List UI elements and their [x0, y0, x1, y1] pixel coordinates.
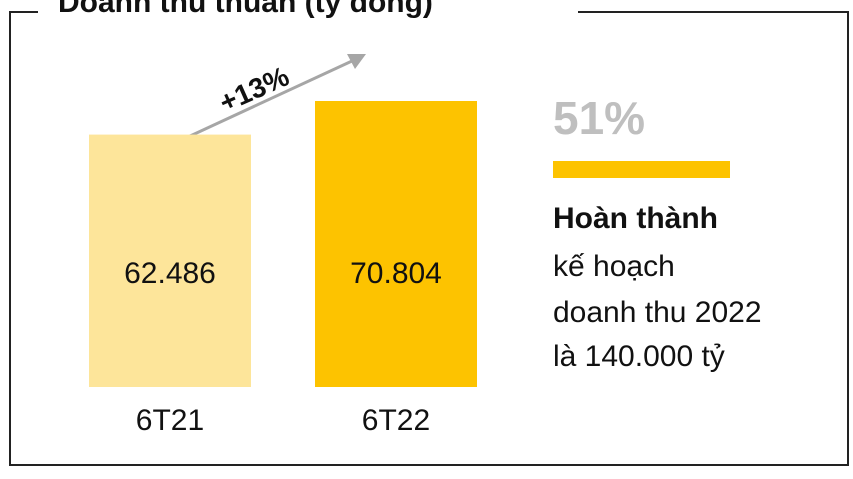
value-label: 70.804 [350, 257, 442, 290]
x-tick-label: 6T22 [362, 404, 430, 437]
note-title: Hoàn thành [553, 202, 718, 235]
bar [89, 134, 251, 387]
chart-title: Doanh thu thuần (tỷ đồng) [58, 0, 433, 19]
growth-label: +13% [215, 60, 294, 118]
value-label: 62.486 [124, 257, 216, 290]
arrow-head [347, 54, 366, 69]
frame [9, 11, 849, 466]
share-underline [553, 161, 730, 178]
note-line: kế hoạch [553, 250, 675, 283]
bar [315, 101, 477, 387]
growth-arrow [174, 59, 353, 145]
note-line: doanh thu 2022 [553, 296, 762, 329]
x-tick-label: 6T21 [136, 404, 204, 437]
note-line: là 140.000 tỷ [553, 340, 725, 373]
share-label: 51% [553, 92, 645, 144]
